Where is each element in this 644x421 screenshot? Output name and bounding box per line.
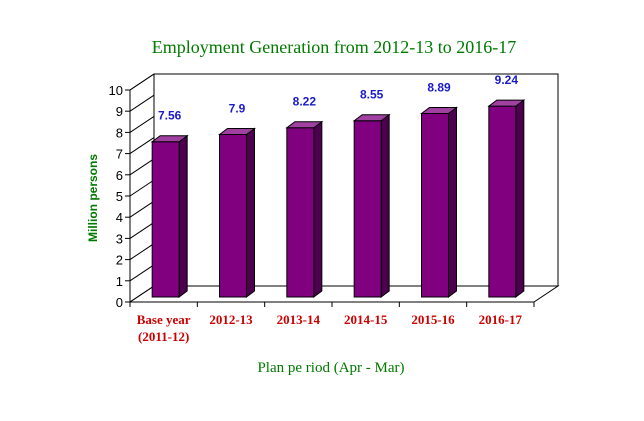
bar <box>488 105 517 298</box>
data-label: 8.55 <box>360 88 384 102</box>
bar-top <box>420 107 458 115</box>
y-tick-label: 9 <box>116 104 123 119</box>
bar-top <box>352 114 391 122</box>
x-tick-label: 2013-14 <box>277 312 321 327</box>
x-tick-label: 2012-13 <box>209 312 253 327</box>
y-tick-label: 5 <box>116 189 123 204</box>
data-label: 7.9 <box>229 102 246 116</box>
y-tick-label: 7 <box>116 147 123 162</box>
y-tick-depth <box>129 137 155 155</box>
y-tick-depth <box>129 94 155 112</box>
y-tick-depth <box>129 200 155 218</box>
y-tick-depth <box>129 115 155 133</box>
x-tick-label: Base year <box>137 312 191 327</box>
y-tick-label: 8 <box>116 125 123 140</box>
bar-top <box>218 128 256 136</box>
x-tick-label: (2011-12) <box>138 329 189 344</box>
x-tick-label: 2016-17 <box>479 312 523 327</box>
bar-top <box>285 121 324 129</box>
y-tick-depth <box>129 158 155 176</box>
bar <box>286 127 315 298</box>
data-label: 8.22 <box>293 95 317 109</box>
chart-title: Employment Generation from 2012-13 to 20… <box>152 37 516 57</box>
plot-area: 0 1 2 3 4 5 6 7 8 9 10 7.56 Base year (2011-12) 7.9 201… <box>109 73 560 344</box>
bar-side <box>515 99 525 298</box>
data-label: 7.56 <box>158 109 182 123</box>
bar-side <box>448 106 457 298</box>
y-tick-depth <box>129 73 155 91</box>
x-tick-label: 2015-16 <box>411 312 455 327</box>
bar-top <box>487 99 526 107</box>
y-tick-label: 4 <box>116 210 123 225</box>
y-tick-depth <box>129 179 155 197</box>
y-axis-label: Million persons <box>86 154 100 242</box>
y-tick-label: 6 <box>116 168 123 183</box>
bar <box>353 120 382 298</box>
bar-side <box>380 113 390 298</box>
y-tick-label: 2 <box>116 253 123 268</box>
bar-side <box>178 134 188 298</box>
y-tick-label: 10 <box>109 83 123 98</box>
y-tick-depth <box>129 221 155 239</box>
y-tick-label: 1 <box>116 274 123 289</box>
y-tick-label: 0 <box>116 295 123 310</box>
x-tick-label: 2014-15 <box>344 312 388 327</box>
bar-side <box>246 127 255 298</box>
bar <box>151 141 180 298</box>
data-label: 9.24 <box>495 73 519 87</box>
bar <box>421 113 449 298</box>
y-tick-depth <box>129 243 155 261</box>
bar <box>219 134 247 298</box>
y-tick-depth <box>129 285 155 303</box>
bar-top <box>150 135 189 143</box>
y-tick-label: 3 <box>116 231 123 246</box>
x-axis-label: Plan pe riod (Apr - Mar) <box>257 360 404 376</box>
y-tick-depth <box>129 264 155 282</box>
data-label: 8.89 <box>427 81 451 95</box>
bar-side <box>313 120 323 298</box>
